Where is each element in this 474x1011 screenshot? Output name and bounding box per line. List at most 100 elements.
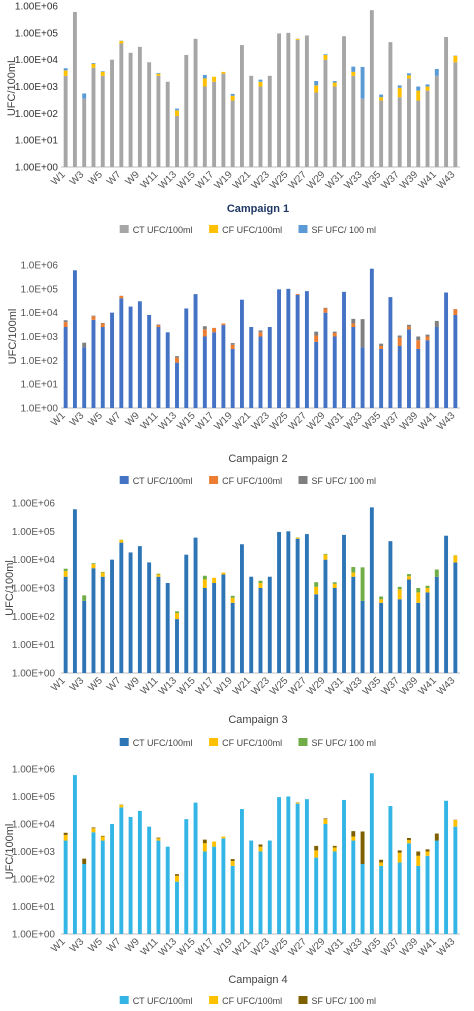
y-tick-label: 1.0E+00 — [20, 404, 58, 415]
legend-swatch — [209, 996, 219, 1004]
bar-ct-w38 — [407, 329, 411, 408]
bar-cf-w22 — [258, 846, 263, 852]
bar-ct-w17 — [212, 846, 217, 934]
y-tick-label: 1.0E+04 — [20, 308, 58, 319]
x-tick-label: W5 — [86, 169, 105, 188]
x-tick-label: W13 — [157, 675, 180, 698]
bar-sf-w40 — [425, 334, 430, 337]
bar-sf-w5 — [100, 71, 105, 72]
bar-cf-w17 — [212, 577, 217, 584]
bar-ct-w16 — [202, 588, 207, 673]
bar-cf-w28 — [314, 586, 319, 595]
bar-cf-w39 — [416, 592, 421, 603]
bar-ct-w35 — [379, 348, 384, 408]
bar-ct-w11 — [156, 75, 161, 167]
bar-sf-w4 — [91, 315, 96, 317]
bar-ct-w23 — [267, 75, 272, 167]
x-tick-label: W19 — [212, 936, 235, 959]
bar-ct-w14 — [184, 308, 189, 408]
bar-cf-w18 — [221, 836, 226, 839]
y-tick-label: 1.00E+00 — [12, 669, 56, 680]
bar-sf-w1 — [63, 568, 68, 571]
legend-label: CF UFC/100ml — [222, 738, 282, 748]
bar-cf-w13 — [175, 613, 179, 620]
x-tick-label: W7 — [105, 936, 124, 955]
y-tick-label: 1.0E+02 — [20, 356, 58, 367]
x-tick-label: W33 — [342, 936, 365, 959]
bar-sf-w30 — [332, 845, 337, 848]
bar-sf-w40 — [425, 585, 430, 588]
bar-ct-w5 — [100, 840, 105, 934]
bar-ct-w41 — [434, 840, 439, 934]
bar-ct-w28 — [314, 341, 319, 408]
bar-ct-w15 — [193, 38, 198, 167]
y-tick-label: 1.00E+00 — [12, 930, 56, 941]
x-tick-label: W27 — [287, 675, 310, 698]
bar-cf-w28 — [314, 335, 319, 342]
bar-sf-w19 — [230, 595, 235, 598]
x-tick-label: W41 — [417, 936, 440, 959]
bar-sf-w32 — [351, 66, 356, 72]
bar-sf-w35 — [379, 94, 384, 98]
bar-cf-w43 — [453, 55, 458, 63]
bar-ct-w26 — [295, 295, 300, 408]
bar-cf-w17 — [212, 76, 217, 82]
legend-swatch — [119, 225, 129, 233]
bar-sf-w29 — [323, 307, 328, 309]
x-tick-label: W25 — [268, 936, 291, 959]
x-tick-label: W15 — [175, 936, 198, 959]
bar-sf-w22 — [258, 844, 263, 847]
bar-ct-w21 — [249, 576, 254, 673]
bar-sf-w16 — [202, 839, 207, 844]
bar-cf-w5 — [100, 71, 105, 76]
bar-sf-w13 — [175, 874, 179, 876]
bar-sf-w39 — [416, 86, 421, 91]
bar-ct-w36 — [388, 42, 393, 167]
bar-ct-w26 — [295, 538, 300, 673]
bar-sf-w1 — [63, 68, 68, 71]
bar-cf-w28 — [314, 850, 319, 858]
bar-sf-w37 — [397, 335, 402, 338]
bar-cf-w16 — [202, 329, 207, 337]
bar-sf-w41 — [434, 833, 439, 841]
bar-cf-w11 — [156, 838, 161, 841]
x-tick-label: W37 — [379, 169, 402, 192]
bar-sf-w11 — [156, 72, 161, 74]
bar-ct-w1 — [63, 75, 68, 167]
bar-sf-w38 — [407, 837, 411, 841]
bar-ct-w2 — [72, 509, 77, 673]
x-tick-label: W43 — [435, 936, 458, 959]
bar-ct-w33 — [360, 600, 365, 673]
x-tick-label: W23 — [250, 936, 273, 959]
bar-cf-w43 — [453, 555, 458, 563]
bar-sf-w30 — [332, 331, 337, 334]
bar-ct-w25 — [286, 796, 291, 934]
x-tick-label: W41 — [417, 675, 440, 698]
bar-ct-w31 — [342, 799, 346, 934]
bar-sf-w5 — [100, 322, 105, 324]
bar-ct-w28 — [314, 594, 319, 673]
bar-ct-w14 — [184, 554, 189, 673]
bar-ct-w7 — [119, 542, 124, 673]
bar-cf-w19 — [230, 95, 235, 101]
bar-cf-w7 — [119, 296, 124, 299]
bar-cf-w30 — [332, 847, 337, 852]
bar-ct-w5 — [100, 327, 105, 408]
x-tick-label: W11 — [139, 169, 161, 191]
legend-label: CF UFC/100ml — [222, 476, 282, 486]
bar-sf-w22 — [258, 330, 263, 333]
x-tick-label: W35 — [361, 675, 384, 698]
bar-sf-w30 — [332, 81, 337, 83]
y-tick-label: 1.00E+05 — [12, 527, 56, 538]
bar-ct-w19 — [230, 602, 235, 673]
bar-cf-w16 — [202, 579, 207, 588]
y-tick-label: 1.00E+04 — [15, 55, 59, 66]
bar-sf-w5 — [100, 571, 105, 573]
bar-ct-w11 — [156, 576, 161, 673]
x-axis-title: Campaign 4 — [228, 974, 287, 986]
bar-ct-w6 — [110, 559, 114, 673]
bar-ct-w2 — [72, 11, 77, 168]
bar-ct-w18 — [221, 73, 226, 167]
bar-ct-w43 — [453, 826, 458, 934]
x-axis-title: Campaign 2 — [228, 453, 287, 465]
